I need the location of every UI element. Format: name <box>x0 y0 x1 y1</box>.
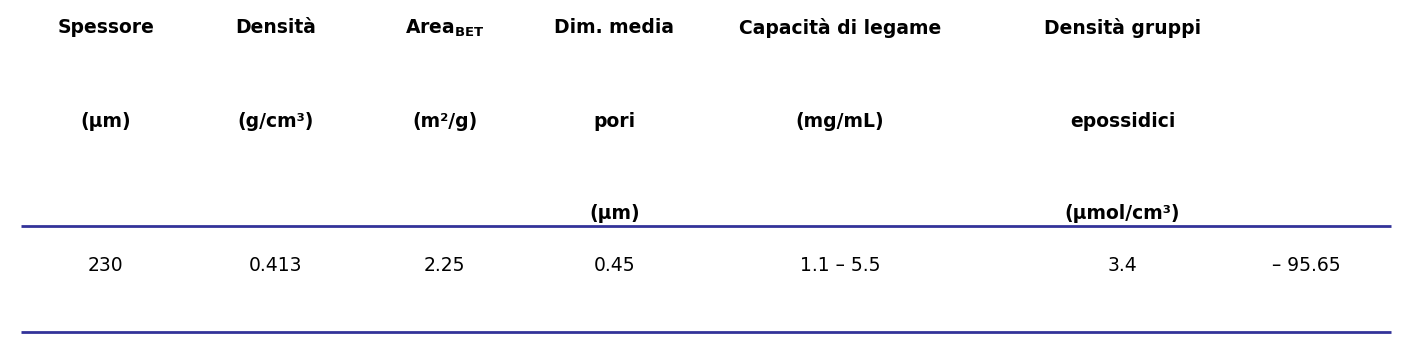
Text: pori: pori <box>593 112 635 131</box>
Text: (m²/g): (m²/g) <box>412 112 477 131</box>
Text: (μm): (μm) <box>80 112 131 131</box>
Text: Capacità di legame: Capacità di legame <box>738 18 942 38</box>
Text: (μmol/cm³): (μmol/cm³) <box>1065 204 1180 223</box>
Text: 2.25: 2.25 <box>424 256 466 275</box>
Text: 3.4: 3.4 <box>1107 256 1138 275</box>
Text: (g/cm³): (g/cm³) <box>237 112 313 131</box>
Text: 1.1 – 5.5: 1.1 – 5.5 <box>799 256 881 275</box>
Text: (mg/mL): (mg/mL) <box>796 112 884 131</box>
Text: – 95.65: – 95.65 <box>1272 256 1340 275</box>
Text: (μm): (μm) <box>589 204 640 223</box>
Text: 0.45: 0.45 <box>593 256 635 275</box>
Text: Spessore: Spessore <box>58 18 154 37</box>
Text: Densità gruppi: Densità gruppi <box>1043 18 1202 38</box>
Text: 0.413: 0.413 <box>249 256 302 275</box>
Text: epossidici: epossidici <box>1070 112 1175 131</box>
Text: Dim. media: Dim. media <box>555 18 674 37</box>
Text: Area$_{\mathbf{BET}}$: Area$_{\mathbf{BET}}$ <box>405 18 484 39</box>
Text: Densità: Densità <box>234 18 316 37</box>
Text: 230: 230 <box>88 256 124 275</box>
